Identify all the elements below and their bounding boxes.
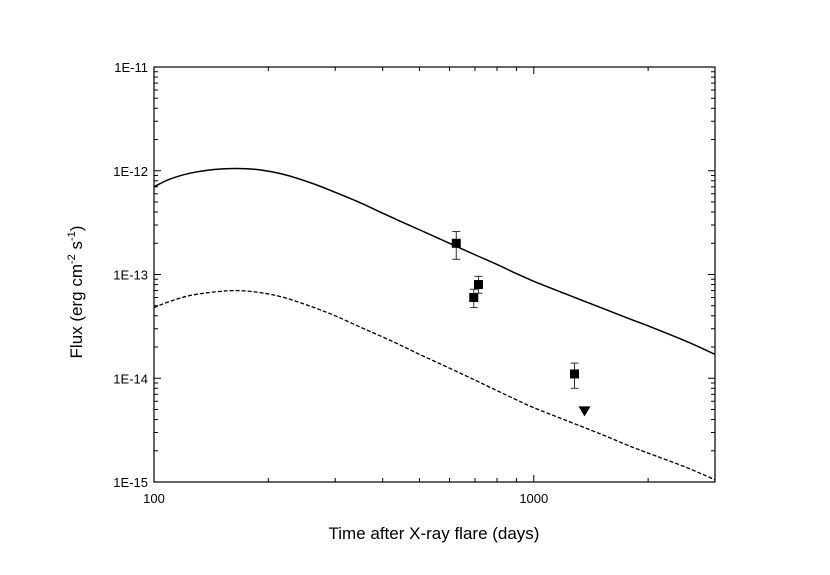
y-axis-title-suffix: )	[67, 226, 86, 232]
model-curve-dashed	[153, 289, 716, 481]
y-tick-label: 1E-14	[113, 371, 148, 386]
y-tick-label: 1E-12	[113, 164, 148, 179]
y-axis-title-sup-1: -2	[66, 254, 78, 264]
model-curves	[153, 167, 716, 481]
y-axis-title-sup-2: -1	[66, 231, 78, 241]
tick-labels: 100 1000 1E-15 1E-14 1E-13 1E-12 1E-11	[113, 60, 548, 506]
data-point-square	[451, 238, 461, 248]
y-tick-label: 1E-13	[113, 268, 148, 283]
y-axis-title-prefix: Flux (erg cm	[67, 264, 86, 358]
data-point-square	[473, 280, 483, 290]
y-tick-label: 1E-15	[113, 475, 148, 490]
upper-limit-marker	[578, 406, 591, 417]
y-axis-title: Flux (erg cm-2 s-1)	[66, 226, 86, 359]
data-point-square	[469, 293, 479, 303]
axis-ticks	[153, 66, 716, 483]
y-tick-label: 1E-11	[114, 60, 148, 75]
data-point-square	[570, 369, 580, 379]
model-curve-solid	[153, 167, 716, 356]
x-tick-label: 1000	[519, 491, 548, 506]
x-tick-label: 100	[143, 491, 165, 506]
plot-frame	[153, 66, 716, 483]
x-axis-title: Time after X-ray flare (days)	[329, 524, 540, 543]
y-axis-title-mid: s	[67, 241, 86, 254]
data-markers	[451, 230, 591, 417]
